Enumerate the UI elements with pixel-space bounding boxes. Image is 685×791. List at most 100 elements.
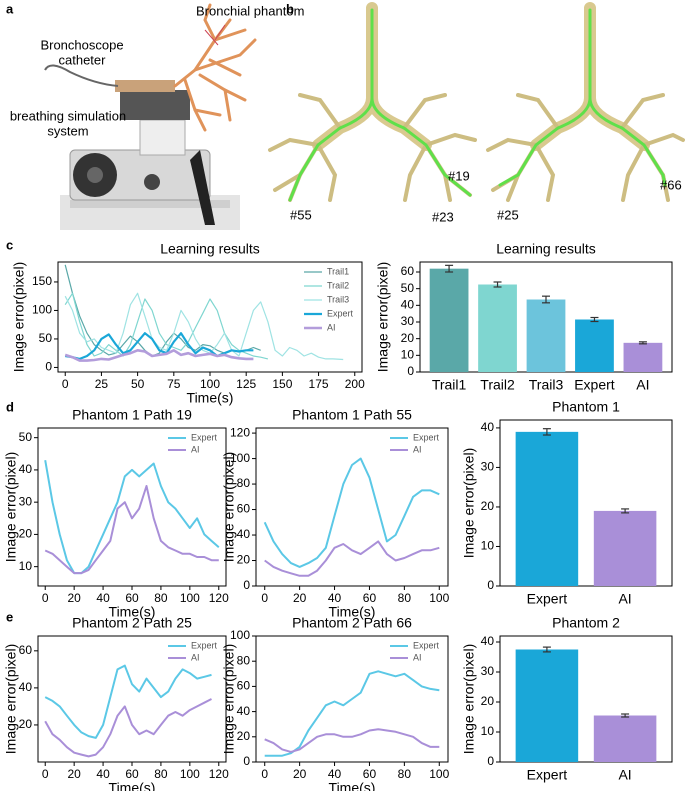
series-line xyxy=(264,670,440,757)
x-axis-label: Time(s) xyxy=(329,780,376,791)
x-tick-label: 175 xyxy=(309,377,329,391)
y-axis-label: Image error(pixel) xyxy=(461,644,477,754)
y-tick-label: 40 xyxy=(481,634,495,648)
x-tick-label: 60 xyxy=(363,767,377,781)
y-tick-label: 60 xyxy=(237,502,251,516)
chart-title: Phantom 2 xyxy=(552,615,620,631)
y-tick-label: 20 xyxy=(401,331,415,345)
series-line xyxy=(64,292,344,361)
y-tick-label: 30 xyxy=(481,460,495,474)
legend-label: Trail3 xyxy=(327,294,349,304)
error-bar xyxy=(542,295,550,304)
x-tick-label: 120 xyxy=(209,591,229,605)
chart-title: Learning results xyxy=(160,241,260,257)
x-tick-label: 0 xyxy=(42,591,49,605)
x-tick-label: 40 xyxy=(96,591,110,605)
bar xyxy=(526,299,566,372)
chart-title: Learning results xyxy=(496,241,596,257)
y-tick-label: 20 xyxy=(481,694,495,708)
panel-label: a xyxy=(6,1,14,16)
annotation: #55 xyxy=(290,207,312,222)
bar xyxy=(429,268,469,372)
legend-label: Expert xyxy=(413,640,440,650)
panel-label: d xyxy=(6,399,14,414)
y-tick-label: 20 xyxy=(237,553,251,567)
error-bar xyxy=(590,316,599,323)
legend-label: Expert xyxy=(191,432,218,442)
legend-label: Expert xyxy=(413,432,440,442)
x-axis-label: Time(s) xyxy=(109,604,156,620)
chart-title: Phantom 1 Path 55 xyxy=(292,407,412,423)
error-bar xyxy=(621,713,630,718)
bar xyxy=(593,510,657,586)
x-tick-label: 60 xyxy=(363,591,377,605)
x-tick-label: 40 xyxy=(328,591,342,605)
x-tick-label: 0 xyxy=(62,377,69,391)
x-tick-label: 60 xyxy=(125,591,139,605)
x-tick-label: 80 xyxy=(154,591,168,605)
y-tick-label: 80 xyxy=(237,476,251,490)
x-tick-label: 200 xyxy=(345,377,365,391)
x-tick-label: 60 xyxy=(125,767,139,781)
y-tick-label: 20 xyxy=(481,499,495,513)
panel-label: e xyxy=(6,609,13,624)
x-tick-label: 100 xyxy=(200,377,220,391)
x-tick-label: 0 xyxy=(42,767,49,781)
plot-frame xyxy=(499,419,673,587)
x-tick-label: 120 xyxy=(209,767,229,781)
plot-frame xyxy=(499,635,673,763)
chart-title: Phantom 1 Path 19 xyxy=(72,407,192,423)
bar xyxy=(623,342,663,372)
x-tick-label: 80 xyxy=(398,767,412,781)
y-axis-label: Image error(pixel) xyxy=(375,262,391,372)
y-tick-label: 10 xyxy=(481,539,495,553)
y-tick-label: 10 xyxy=(19,559,33,573)
series-line xyxy=(264,728,440,753)
y-tick-label: 40 xyxy=(19,680,33,694)
y-tick-label: 0 xyxy=(487,754,494,768)
series-line xyxy=(64,264,261,357)
x-tick-label: 100 xyxy=(429,591,449,605)
y-tick-label: 0 xyxy=(243,754,250,768)
series-line xyxy=(44,485,219,575)
x-tick-label: 20 xyxy=(67,591,81,605)
legend-label: Expert xyxy=(327,308,354,318)
y-axis-label: Image error(pixel) xyxy=(221,644,237,754)
x-tick-label: 40 xyxy=(96,767,110,781)
x-tick-label: 125 xyxy=(236,377,256,391)
y-tick-label: 120 xyxy=(230,425,250,439)
legend-label: AI xyxy=(413,444,422,454)
legend-label: Expert xyxy=(191,640,218,650)
error-bar xyxy=(445,264,454,273)
x-tick-label: AI xyxy=(636,377,649,393)
y-tick-label: 20 xyxy=(237,729,251,743)
y-tick-label: 30 xyxy=(401,314,415,328)
bar xyxy=(593,715,657,762)
y-tick-label: 0 xyxy=(45,360,52,374)
x-tick-label: Expert xyxy=(527,767,568,783)
y-tick-label: 10 xyxy=(401,348,415,362)
annotation: catheter xyxy=(59,52,107,67)
x-tick-label: 25 xyxy=(95,377,109,391)
legend-label: AI xyxy=(191,652,200,662)
y-tick-label: 100 xyxy=(230,628,250,642)
annotation: #23 xyxy=(432,209,454,224)
y-tick-label: 150 xyxy=(32,274,52,288)
x-axis-label: Time(s) xyxy=(187,390,234,406)
annotation: #66 xyxy=(660,177,682,192)
error-bar xyxy=(493,281,502,288)
legend-label: Trail1 xyxy=(327,266,349,276)
error-bar xyxy=(638,341,647,345)
y-tick-label: 30 xyxy=(481,664,495,678)
chart-title: Phantom 2 Path 25 xyxy=(72,615,192,631)
x-tick-label: Expert xyxy=(574,377,615,393)
y-tick-label: 40 xyxy=(237,527,251,541)
annotation: system xyxy=(47,123,88,138)
legend-label: Trail2 xyxy=(327,280,349,290)
legend-label: AI xyxy=(327,322,336,332)
x-tick-label: 40 xyxy=(328,767,342,781)
y-tick-label: 40 xyxy=(19,462,33,476)
legend-label: AI xyxy=(413,652,422,662)
y-tick-label: 40 xyxy=(481,420,495,434)
